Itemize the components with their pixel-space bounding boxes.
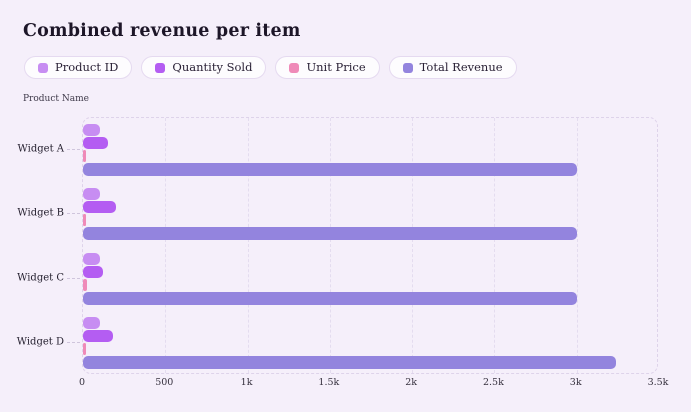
x-tick-label: 0	[78, 377, 86, 388]
bar-quantity-sold-widget-c	[83, 265, 103, 278]
x-tick-label: 2.5k	[482, 377, 504, 388]
gridline	[412, 118, 414, 373]
quantity-sold-swatch-icon	[155, 62, 166, 73]
y-tick-mark	[67, 213, 80, 215]
bar-quantity-sold-widget-a	[83, 137, 108, 149]
gridline	[576, 118, 578, 373]
bar-unit-price-widget-a	[83, 150, 87, 162]
bar-total-revenue-widget-a	[83, 163, 577, 176]
bar-product-id-widget-c	[83, 252, 100, 265]
legend-label: Total Revenue	[419, 59, 503, 74]
gridline	[329, 118, 331, 373]
x-tick-label: 3.5k	[647, 377, 669, 388]
unit-price-swatch-icon	[289, 62, 300, 73]
legend: Product ID Quantity Sold Unit Price Tota…	[24, 56, 517, 79]
bar-total-revenue-widget-c	[83, 291, 577, 305]
bar-quantity-sold-widget-d	[83, 329, 113, 342]
gridline	[247, 118, 249, 373]
x-tick-label: 3k	[569, 377, 582, 388]
bar-unit-price-widget-b	[83, 214, 86, 227]
gridline	[165, 118, 167, 373]
legend-label: Product ID	[55, 59, 119, 74]
y-tick-mark	[67, 341, 80, 343]
legend-label: Quantity Sold	[172, 59, 253, 74]
legend-chip-product-id[interactable]: Product ID	[24, 56, 133, 79]
y-tick-mark	[67, 149, 80, 151]
x-tick-label: 2k	[405, 377, 418, 388]
bar-unit-price-widget-c	[83, 278, 88, 291]
y-tick-label: Widget A	[17, 143, 64, 155]
legend-chip-quantity-sold[interactable]: Quantity Sold	[141, 56, 267, 79]
bar-product-id-widget-d	[83, 316, 101, 329]
legend-chip-total-revenue[interactable]: Total Revenue	[388, 56, 517, 79]
product-id-swatch-icon	[38, 62, 48, 73]
y-tick-label: Widget B	[17, 207, 64, 219]
y-tick-label: Widget C	[17, 272, 64, 284]
x-tick-label: 1.5k	[318, 377, 340, 388]
x-tick-label: 1k	[240, 377, 253, 388]
bar-total-revenue-widget-d	[83, 355, 617, 369]
bar-product-id-widget-b	[83, 188, 100, 201]
y-tick-mark	[67, 277, 80, 279]
chart-title: Combined revenue per item	[23, 21, 301, 41]
total-revenue-swatch-icon	[402, 62, 413, 73]
y-axis-title: Product Name	[23, 94, 89, 104]
gridline	[494, 118, 496, 373]
bar-product-id-widget-a	[83, 124, 100, 136]
x-tick-label: 500	[155, 377, 174, 388]
bar-unit-price-widget-d	[83, 342, 86, 355]
y-tick-label: Widget D	[16, 336, 64, 348]
legend-chip-unit-price[interactable]: Unit Price	[275, 56, 380, 79]
plot-area	[82, 117, 658, 374]
legend-label: Unit Price	[306, 59, 366, 74]
bar-total-revenue-widget-b	[83, 227, 577, 241]
bar-quantity-sold-widget-b	[83, 201, 116, 214]
